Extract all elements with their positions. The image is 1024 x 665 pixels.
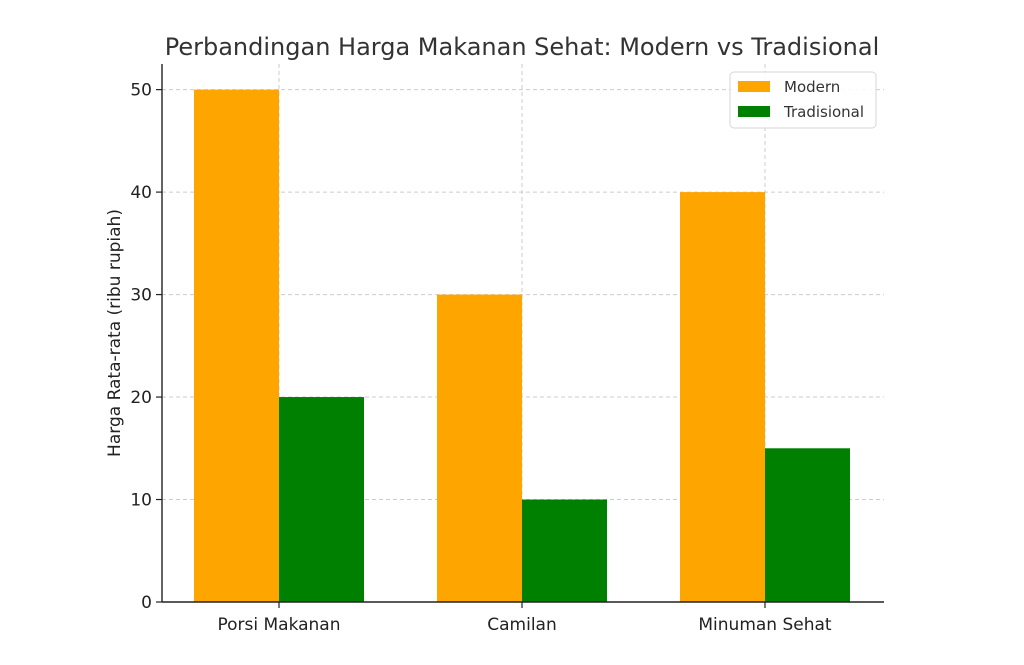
legend-label-tradisional: Tradisional <box>783 103 864 121</box>
legend: Modern Tradisional <box>729 71 877 129</box>
y-tick-label: 20 <box>130 388 152 408</box>
y-axis-ticks: 0 10 20 30 40 50 <box>130 81 162 613</box>
bar-tradisional <box>765 448 850 602</box>
y-axis-label: Harga Rata-rata (ribu rupiah) <box>105 209 125 457</box>
legend-swatch-modern <box>738 81 770 92</box>
y-tick-label: 40 <box>130 183 152 203</box>
y-tick-label: 0 <box>141 593 152 613</box>
bar-modern <box>194 89 279 603</box>
x-tick-label: Minuman Sehat <box>698 615 832 635</box>
axes <box>161 64 884 603</box>
legend-swatch-tradisional <box>738 106 770 117</box>
x-axis-ticks: Porsi Makanan Camilan Minuman Sehat <box>217 602 832 635</box>
y-tick-label: 30 <box>130 286 152 306</box>
y-tick-label: 10 <box>130 491 152 511</box>
bars <box>194 89 850 603</box>
y-tick-label: 50 <box>130 81 152 101</box>
x-tick-label: Porsi Makanan <box>217 615 340 635</box>
bar-tradisional <box>522 499 607 602</box>
x-tick-label: Camilan <box>487 615 557 635</box>
bar-modern <box>437 294 522 602</box>
legend-label-modern: Modern <box>784 78 840 96</box>
chart-title: Perbandingan Harga Makanan Sehat: Modern… <box>165 33 880 61</box>
bar-tradisional <box>279 397 364 602</box>
bar-modern <box>680 192 765 602</box>
